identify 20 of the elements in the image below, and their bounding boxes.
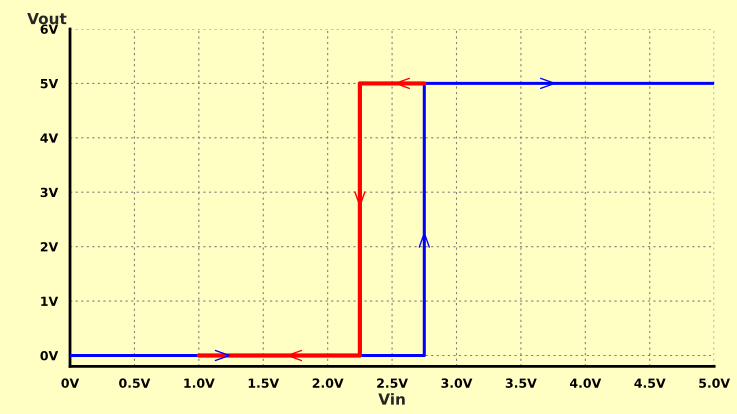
y-tick-label: 0V — [40, 350, 58, 360]
x-tick-label: 0V — [61, 378, 80, 388]
x-tick-label: 3.5V — [506, 378, 537, 388]
y-tick-label: 1V — [41, 296, 58, 306]
x-axis-title: Vin — [378, 393, 405, 405]
y-tick-label: 2V — [40, 242, 58, 252]
x-tick-label: 0.5V — [119, 378, 150, 388]
x-tick-label: 1.0V — [184, 378, 215, 388]
y-tick-label: 6V — [40, 24, 58, 34]
x-tick-label: 5.0V — [699, 378, 730, 388]
x-tick-label: 3.0V — [441, 378, 472, 388]
x-tick-label: 4.5V — [634, 378, 666, 388]
x-tick-label: 2.5V — [377, 378, 408, 388]
y-tick-label: 3V — [40, 188, 58, 198]
x-tick-label: 2.0V — [312, 378, 344, 388]
y-axis-title: Vout — [27, 12, 66, 24]
y-tick-label: 4V — [40, 133, 58, 143]
x-tick-label: 4.0V — [570, 378, 602, 388]
x-tick-label: 1.5V — [248, 378, 280, 388]
y-tick-label: 5V — [40, 79, 58, 88]
